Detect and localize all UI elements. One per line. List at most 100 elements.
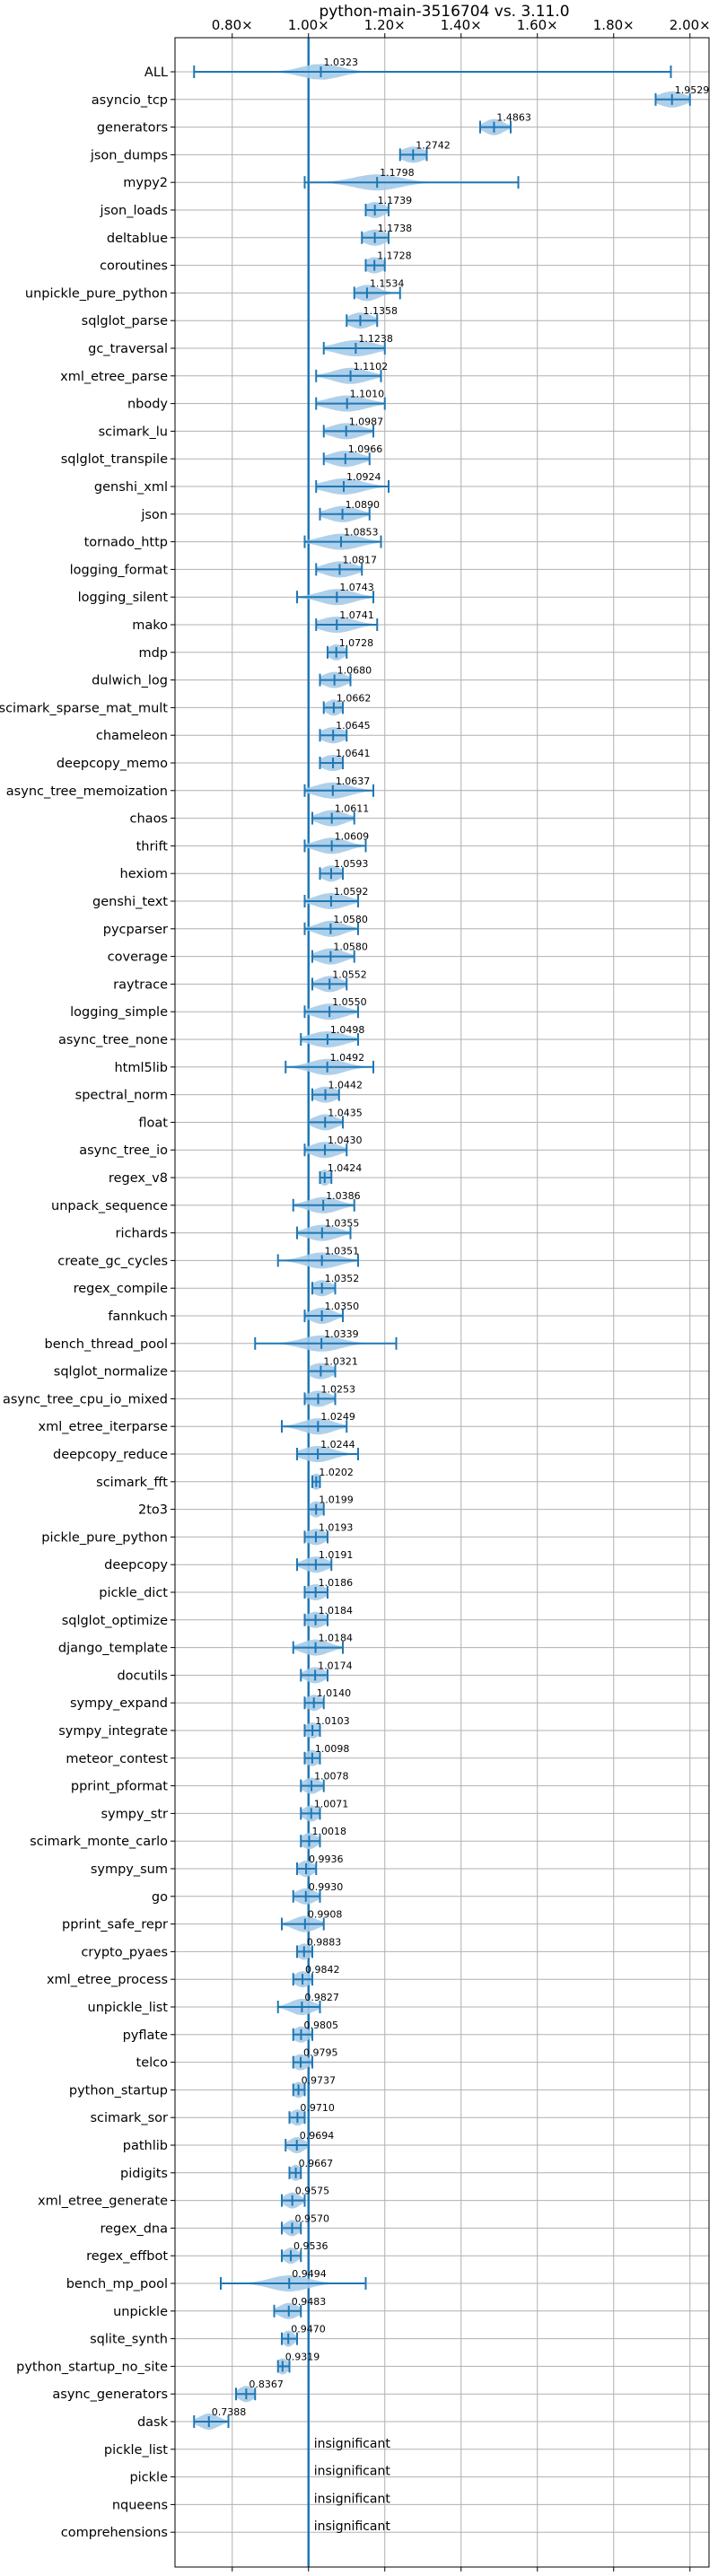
benchmark-label: json_dumps (90, 148, 168, 162)
value-label: 1.0498 (330, 1024, 365, 1036)
value-label: 1.0741 (339, 609, 374, 621)
x-tick-label-top: 1.80× (593, 17, 635, 33)
benchmark-label: scimark_sparse_mat_mult (0, 701, 168, 715)
benchmark-label: sympy_integrate (58, 1724, 168, 1739)
benchmark-label: sympy_str (101, 1807, 169, 1821)
value-label: 1.0593 (334, 858, 369, 870)
value-label: 1.0680 (337, 665, 372, 677)
value-label: 1.0078 (314, 1771, 349, 1783)
benchmark-label: docutils (117, 1669, 168, 1683)
x-tick-label-top: 1.40× (441, 17, 482, 33)
benchmark-label: pycparser (103, 923, 168, 937)
x-tick-label-top: 0.80× (212, 17, 253, 33)
value-label: 1.1798 (380, 167, 415, 179)
value-label: 1.0580 (333, 914, 368, 925)
benchmark-label: sqlglot_transpile (61, 452, 168, 467)
benchmark-label: scimark_fft (96, 1476, 168, 1490)
benchmark-label: sqlite_synth (90, 2333, 168, 2347)
value-label: 1.0430 (328, 1135, 363, 1146)
benchmark-label: unpack_sequence (51, 1199, 168, 1214)
benchmark-label: dask (137, 2415, 169, 2430)
value-label: 1.1238 (358, 333, 393, 345)
value-label: 1.0987 (349, 416, 384, 427)
value-label: 1.0817 (342, 554, 377, 565)
value-label: 1.9529 (675, 84, 710, 96)
benchmark-label: pprint_pformat (71, 1780, 168, 1794)
violin-body (194, 64, 671, 80)
value-label: 1.0186 (319, 1577, 354, 1589)
value-label: 1.1102 (354, 361, 389, 372)
value-label: 0.9795 (303, 2047, 338, 2059)
benchmark-label: xml_etree_generate (38, 2195, 168, 2209)
benchmark-label: python_startup_no_site (16, 2360, 168, 2374)
value-label: 1.0550 (332, 996, 367, 1008)
value-label: 1.0728 (339, 637, 374, 649)
benchmark-label: pprint_safe_repr (62, 1918, 168, 1932)
x-tick-label-bottom: 1.00× (288, 2574, 329, 2576)
value-label: 0.9805 (303, 2020, 338, 2031)
value-label: 1.1739 (378, 195, 413, 206)
value-label: 0.7388 (212, 2406, 246, 2418)
value-label: 0.9667 (299, 2158, 334, 2169)
insignificant-label: insignificant (314, 2519, 391, 2534)
value-label: 1.0743 (339, 582, 374, 593)
benchmark-label: scimark_lu (99, 425, 168, 439)
value-label: 1.0253 (321, 1383, 356, 1395)
value-label: 1.0071 (314, 1798, 349, 1809)
value-label: 1.0580 (333, 942, 368, 953)
value-label: 0.9575 (295, 2186, 330, 2197)
benchmark-label: crypto_pyaes (81, 1945, 168, 1959)
benchmark-label: logging_silent (78, 591, 169, 605)
benchmark-label: json_loads (100, 204, 168, 218)
value-label: 1.0350 (325, 1301, 360, 1312)
benchmark-label: asyncio_tcp (92, 93, 168, 108)
value-label: 0.9319 (285, 2351, 320, 2362)
benchmark-label: telco (136, 2056, 169, 2071)
benchmark-label: sqlglot_normalize (54, 1365, 168, 1380)
benchmark-label: coroutines (100, 259, 168, 274)
benchmark-label: sympy_expand (70, 1696, 168, 1711)
benchmark-label: tornado_http (84, 536, 168, 550)
benchmark-label: unpickle_list (88, 2001, 169, 2015)
x-tick-label-bottom: 1.60× (517, 2574, 558, 2576)
benchmark-labels: ALL asyncio_tcp generators json_dumps mypy2 j… (0, 66, 169, 2540)
benchmark-label: chameleon (96, 729, 168, 743)
x-tick-label-top: 1.20× (364, 17, 406, 33)
value-label: 1.0424 (328, 1162, 363, 1174)
benchmark-label: django_template (58, 1642, 168, 1656)
insignificant-label: insignificant (314, 2465, 391, 2479)
benchmark-label: hexiom (120, 867, 168, 881)
value-label: 0.9827 (304, 1992, 339, 2003)
value-label: 1.0552 (332, 968, 367, 980)
value-label: 0.9470 (291, 2324, 326, 2335)
x-tick-label-top: 2.00× (670, 17, 711, 33)
value-label: 1.0853 (344, 527, 379, 539)
value-label: 1.0199 (319, 1494, 354, 1506)
benchmark-label: regex_v8 (109, 1171, 168, 1186)
benchmark-label: nbody (127, 398, 168, 412)
value-label: 1.0174 (318, 1660, 353, 1671)
benchmark-label: sympy_sum (91, 1862, 168, 1877)
x-tick-label-bottom: 1.20× (364, 2574, 406, 2576)
benchmark-label: create_gc_cycles (57, 1254, 168, 1268)
value-label: 1.0184 (319, 1633, 354, 1644)
value-label: 1.0352 (325, 1273, 360, 1284)
benchmark-label: html5lib (114, 1061, 168, 1075)
benchmark-label: spectral_norm (75, 1089, 168, 1103)
value-label: 1.0193 (319, 1521, 354, 1533)
value-label: 1.1010 (350, 389, 385, 400)
value-label: 1.1358 (363, 305, 398, 317)
benchmark-label: ALL (144, 66, 168, 80)
benchmark-label: 2to3 (138, 1503, 168, 1518)
benchmark-label: mdp (138, 646, 168, 661)
value-label: 0.8367 (249, 2379, 284, 2390)
value-label: 1.1738 (378, 223, 413, 234)
value-label: 1.0184 (319, 1605, 354, 1617)
value-label: 1.0098 (315, 1743, 350, 1755)
x-tick-label-bottom: 1.80× (593, 2574, 635, 2576)
value-label: 1.0244 (320, 1439, 355, 1450)
x-tick-label-top: 1.00× (288, 17, 329, 33)
benchmark-label: deepcopy_memo (57, 757, 168, 771)
